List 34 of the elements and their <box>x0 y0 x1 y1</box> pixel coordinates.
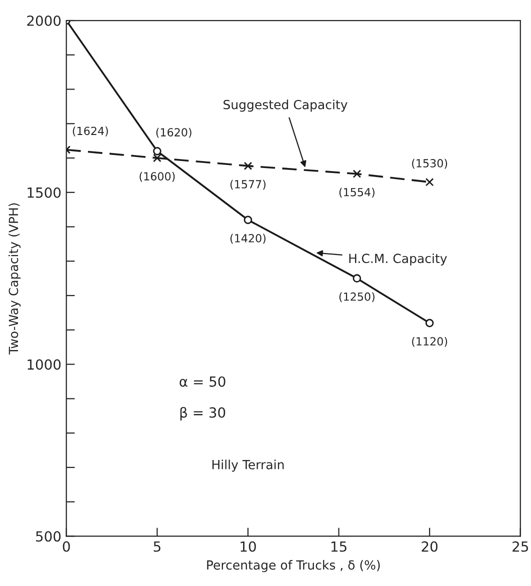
y-tick-label: 1000 <box>28 359 61 370</box>
annotation: Hilly Terrain <box>212 460 284 472</box>
x-tick-label: 20 <box>422 541 438 552</box>
point <box>425 178 434 186</box>
y-tick-label: 1500 <box>28 187 61 198</box>
point <box>244 162 252 170</box>
data-label: (1420) <box>230 234 266 244</box>
data-label: (1624) <box>72 126 108 136</box>
annotation: β = 30 <box>180 406 226 420</box>
point <box>244 216 252 224</box>
data-label: (1620) <box>156 128 192 138</box>
data-label: (1120) <box>412 336 448 347</box>
x-tick-label: 5 <box>154 541 160 552</box>
point <box>352 274 362 283</box>
x-tick-label: 10 <box>240 541 256 552</box>
data-label: (1530) <box>412 158 448 169</box>
point <box>153 146 162 156</box>
x-tick-label: 25 <box>512 541 528 552</box>
data-label: (1250) <box>339 292 374 302</box>
annotation: Suggested Capacity <box>224 100 348 112</box>
data-label: (1577) <box>230 180 266 190</box>
y-axis-title: Two-Way Capacity (VPH) <box>8 203 21 354</box>
annotation: α = 50 <box>180 376 226 387</box>
data-label: (1600) <box>140 172 175 182</box>
data-label: (1554) <box>339 188 374 198</box>
point <box>425 318 434 328</box>
y-tick-label: 2000 <box>27 15 61 26</box>
x-tick-label: 15 <box>331 541 346 552</box>
y-tick-label: 500 <box>36 531 61 542</box>
annotation: H.C.M. Capacity <box>349 253 447 266</box>
point <box>153 154 162 162</box>
point <box>352 170 362 178</box>
x-tick-label: 0 <box>62 541 70 552</box>
x-axis-title: Percentage of Trucks , δ (%) <box>207 560 380 572</box>
